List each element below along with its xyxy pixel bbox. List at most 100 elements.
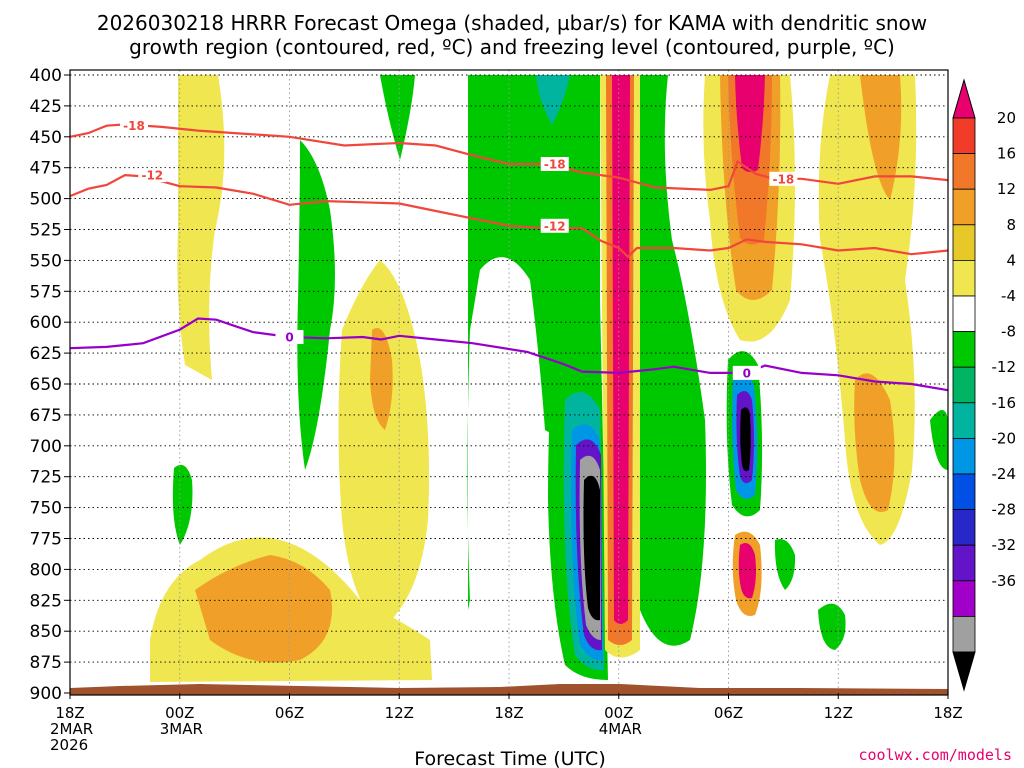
contour-lines: -18 -18 -18 -12 -12 0 0	[69, 118, 949, 392]
omega-area-negative	[774, 539, 796, 590]
y-tick-label: 800	[30, 560, 62, 580]
omega-area-negative	[536, 75, 570, 125]
y-tick-label: 550	[30, 251, 62, 271]
colorbar-swatch	[952, 331, 976, 368]
omega-shading	[150, 75, 948, 682]
colorbar-swatch	[952, 295, 976, 332]
omega-area-positive	[854, 373, 895, 512]
chart-title-line-1: 2026030218 HRRR Forecast Omega (shaded, …	[97, 11, 927, 35]
colorbar-level-label: -16	[992, 394, 1017, 412]
colorbar-top-arrow	[952, 78, 976, 119]
y-tick-label: 600	[30, 313, 62, 333]
omega-area-negative	[740, 407, 751, 472]
contour-label: -12	[544, 219, 566, 233]
y-tick-label: 575	[30, 282, 62, 302]
terrain-surface	[70, 684, 948, 695]
y-tick-label: 525	[30, 221, 62, 241]
y-tick-label: 675	[30, 406, 62, 426]
colorbar-swatch	[952, 509, 976, 546]
colorbar-level-label: -12	[992, 358, 1017, 376]
colorbar-level-label: -36	[992, 572, 1017, 590]
x-tick-label: 2026	[50, 736, 88, 754]
contour-label-bg	[540, 156, 569, 171]
y-tick-label: 700	[30, 437, 62, 457]
contour-label: -12	[141, 169, 163, 183]
omega-area-positive	[370, 328, 393, 430]
colorbar-swatch	[952, 580, 976, 617]
omega-area-positive	[612, 75, 630, 624]
x-tick-label: 12Z	[824, 704, 853, 722]
contour-label: 0	[285, 331, 293, 345]
colorbar-swatch	[952, 473, 976, 510]
omega-area-negative	[930, 410, 948, 470]
x-tick-label: 2MAR	[50, 720, 93, 738]
colorbar-swatch	[952, 366, 976, 404]
contour-label-bg	[732, 365, 761, 380]
colorbar-swatch	[952, 117, 976, 154]
y-tick-label: 400	[30, 66, 62, 86]
colorbar-swatch	[952, 437, 976, 475]
omega-area-negative	[297, 140, 335, 470]
colorbar-level-label: -28	[992, 501, 1017, 519]
y-tick-label: 775	[30, 530, 62, 550]
y-tick-label: 825	[30, 591, 62, 611]
x-tick-label: 18Z	[55, 704, 84, 722]
colorbar-swatch	[952, 402, 976, 439]
colorbar-level-label: 12	[997, 180, 1016, 198]
x-tick-label: 06Z	[714, 704, 743, 722]
colorbar-level-label: -32	[992, 536, 1017, 554]
grid-lines	[70, 70, 948, 694]
contour-label: -18	[773, 172, 795, 186]
omega-area-negative	[172, 464, 193, 545]
y-tick-label: 625	[30, 344, 62, 364]
omega-area-positive	[860, 75, 902, 200]
omega-area-negative	[380, 75, 415, 160]
colorbar-swatch	[952, 188, 976, 226]
x-tick-label: 18Z	[494, 704, 523, 722]
colorbar-level-label: -4	[1001, 287, 1016, 305]
x-tick-label: 06Z	[275, 704, 304, 722]
colorbar-bottom-arrow	[952, 651, 976, 692]
x-tick-label: 00Z	[165, 704, 194, 722]
colorbar-level-label: -24	[992, 465, 1017, 483]
omega-area-positive	[735, 75, 765, 173]
colorbar-swatch	[952, 259, 976, 297]
x-tick-label: 00Z	[604, 704, 633, 722]
colorbar-swatch	[952, 616, 976, 653]
omega-area-positive	[195, 555, 332, 663]
x-tick-label: 18Z	[933, 704, 962, 722]
y-tick-label: 725	[30, 468, 62, 488]
omega-area-positive	[738, 542, 756, 599]
contour-label-bg	[275, 330, 304, 345]
y-axis: 400 425 450 475 500 525 550 575 600 625 650 675 700 7…	[30, 66, 70, 704]
contour-label: 0	[743, 366, 751, 380]
omega-area-negative	[583, 475, 600, 621]
contour-freezing_level_0C	[69, 317, 949, 392]
colorbar-swatch	[952, 153, 976, 190]
colorbar-level-label: -8	[1001, 323, 1016, 341]
omega-area-positive	[338, 260, 429, 630]
contour-label-bg	[138, 168, 167, 183]
colorbar-level-label: -20	[992, 429, 1017, 447]
x-axis-title: Forecast Time (UTC)	[414, 748, 605, 768]
chart-title-line-2: growth region (contoured, red, ºC) and f…	[129, 35, 895, 59]
x-tick-label: 4MAR	[599, 720, 642, 738]
y-tick-label: 475	[30, 159, 62, 179]
site-credit: coolwx.com/models	[858, 746, 1012, 764]
y-tick-label: 500	[30, 190, 62, 210]
x-tick-label: 12Z	[385, 704, 414, 722]
contour-label-bg	[769, 171, 798, 186]
y-tick-label: 850	[30, 622, 62, 642]
contour-label: -18	[544, 157, 566, 171]
y-tick-label: 650	[30, 375, 62, 395]
contour-label-bg	[120, 118, 149, 133]
omega-area-negative	[467, 75, 600, 610]
colorbar-level-label: 4	[1006, 251, 1016, 269]
colorbar-swatch	[952, 544, 976, 582]
y-tick-label: 425	[30, 97, 62, 117]
colorbar-level-label: 16	[997, 145, 1016, 163]
colorbar-level-label: 20	[997, 109, 1016, 127]
x-tick-label: 3MAR	[160, 720, 203, 738]
